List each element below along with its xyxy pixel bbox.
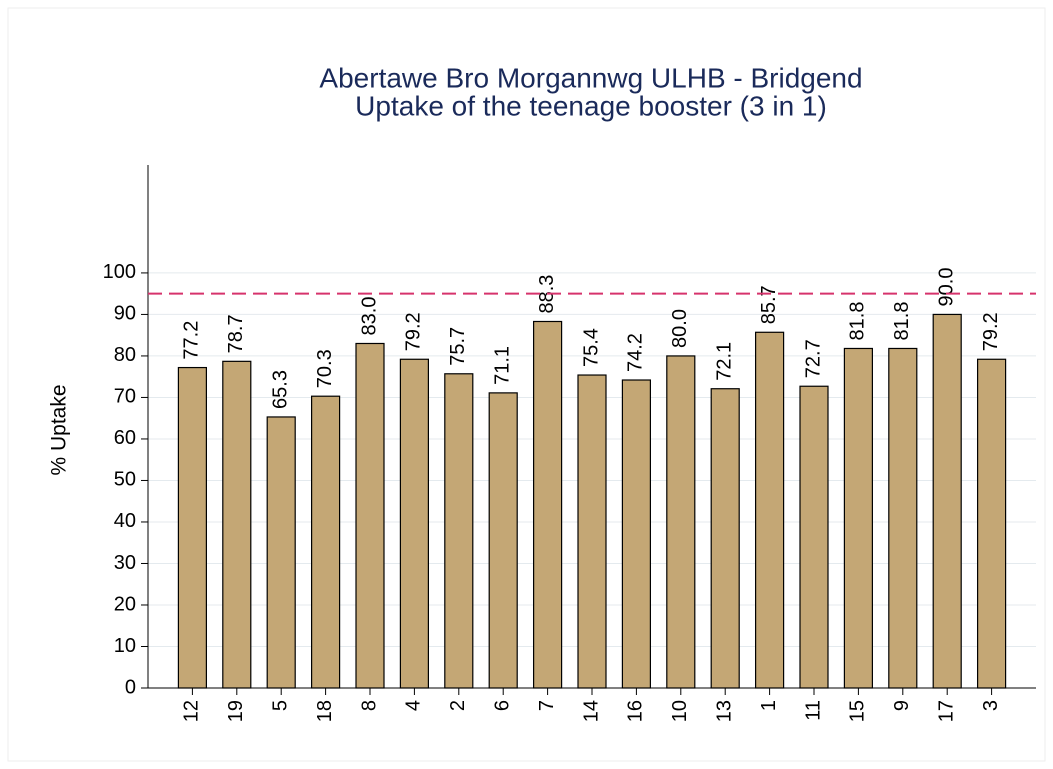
x-tick-label: 10 xyxy=(669,700,691,722)
data-label: 81.8 xyxy=(891,302,913,341)
bar xyxy=(444,373,474,689)
data-label: 83.0 xyxy=(358,297,380,336)
data-label: 77.2 xyxy=(181,321,203,360)
x-tick-label: 4 xyxy=(403,700,425,711)
data-label: 80.0 xyxy=(669,309,691,348)
data-label: 71.1 xyxy=(491,346,513,385)
bar xyxy=(621,379,652,689)
data-label: 81.8 xyxy=(847,302,869,341)
x-tick-label: 5 xyxy=(269,700,291,711)
y-tick-label: 90 xyxy=(114,303,136,325)
data-label: 75.7 xyxy=(447,327,469,366)
bar xyxy=(799,385,829,689)
bar xyxy=(843,347,874,689)
x-tick-label: 13 xyxy=(713,700,735,722)
y-tick-label: 40 xyxy=(114,510,136,532)
bar xyxy=(266,416,296,689)
data-label: 65.3 xyxy=(269,370,291,409)
data-label: 74.2 xyxy=(625,333,647,372)
bar xyxy=(932,313,962,689)
bar xyxy=(222,360,252,689)
bar xyxy=(177,366,207,689)
x-tick-label: 9 xyxy=(891,700,913,711)
y-tick-label: 30 xyxy=(114,552,136,574)
x-tick-label: 15 xyxy=(847,700,869,722)
data-label: 72.7 xyxy=(802,339,824,378)
bar xyxy=(355,342,385,689)
x-tick-label: 19 xyxy=(225,700,247,722)
bar xyxy=(754,331,785,689)
y-tick-label: 100 xyxy=(103,261,136,283)
bar xyxy=(399,358,429,689)
bar xyxy=(532,320,563,689)
x-tick-label: 18 xyxy=(314,700,336,722)
y-tick-label: 70 xyxy=(114,386,136,408)
y-tick-label: 0 xyxy=(125,676,136,698)
y-tick-label: 60 xyxy=(114,427,136,449)
y-tick-label: 20 xyxy=(114,593,136,615)
x-tick-label: 12 xyxy=(181,700,203,722)
y-tick-label: 80 xyxy=(114,344,136,366)
bar xyxy=(577,374,607,689)
x-tick-label: 11 xyxy=(802,700,824,721)
x-tick-label: 6 xyxy=(491,700,513,711)
data-label: 79.2 xyxy=(403,312,425,351)
x-tick-label: 3 xyxy=(980,700,1002,711)
x-tick-label: 1 xyxy=(758,700,780,711)
data-label: 72.1 xyxy=(713,342,735,381)
data-label: 88.3 xyxy=(536,275,558,314)
data-label: 78.7 xyxy=(225,314,247,353)
bar xyxy=(976,358,1007,689)
bar xyxy=(888,347,918,689)
bar xyxy=(311,395,341,689)
x-tick-label: 2 xyxy=(447,700,469,711)
data-label: 85.7 xyxy=(758,285,780,324)
data-label: 90.0 xyxy=(935,267,957,306)
bar xyxy=(666,355,696,689)
y-tick-label: 10 xyxy=(114,635,136,657)
bar xyxy=(710,388,740,689)
bar xyxy=(488,392,518,689)
chart-subtitle: Uptake of the teenage booster (3 in 1) xyxy=(355,90,827,121)
data-label: 75.4 xyxy=(580,328,602,367)
chart-title: Abertawe Bro Morgannwg ULHB - Bridgend xyxy=(319,62,862,93)
y-tick-label: 50 xyxy=(114,469,136,491)
data-label: 70.3 xyxy=(314,349,336,388)
x-tick-label: 16 xyxy=(625,700,647,722)
x-tick-label: 17 xyxy=(935,700,957,722)
data-label: 79.2 xyxy=(980,312,1002,351)
x-tick-label: 8 xyxy=(358,700,380,711)
y-axis-label: % Uptake xyxy=(48,384,71,475)
x-tick-label: 14 xyxy=(580,700,602,722)
x-tick-label: 7 xyxy=(536,700,558,711)
